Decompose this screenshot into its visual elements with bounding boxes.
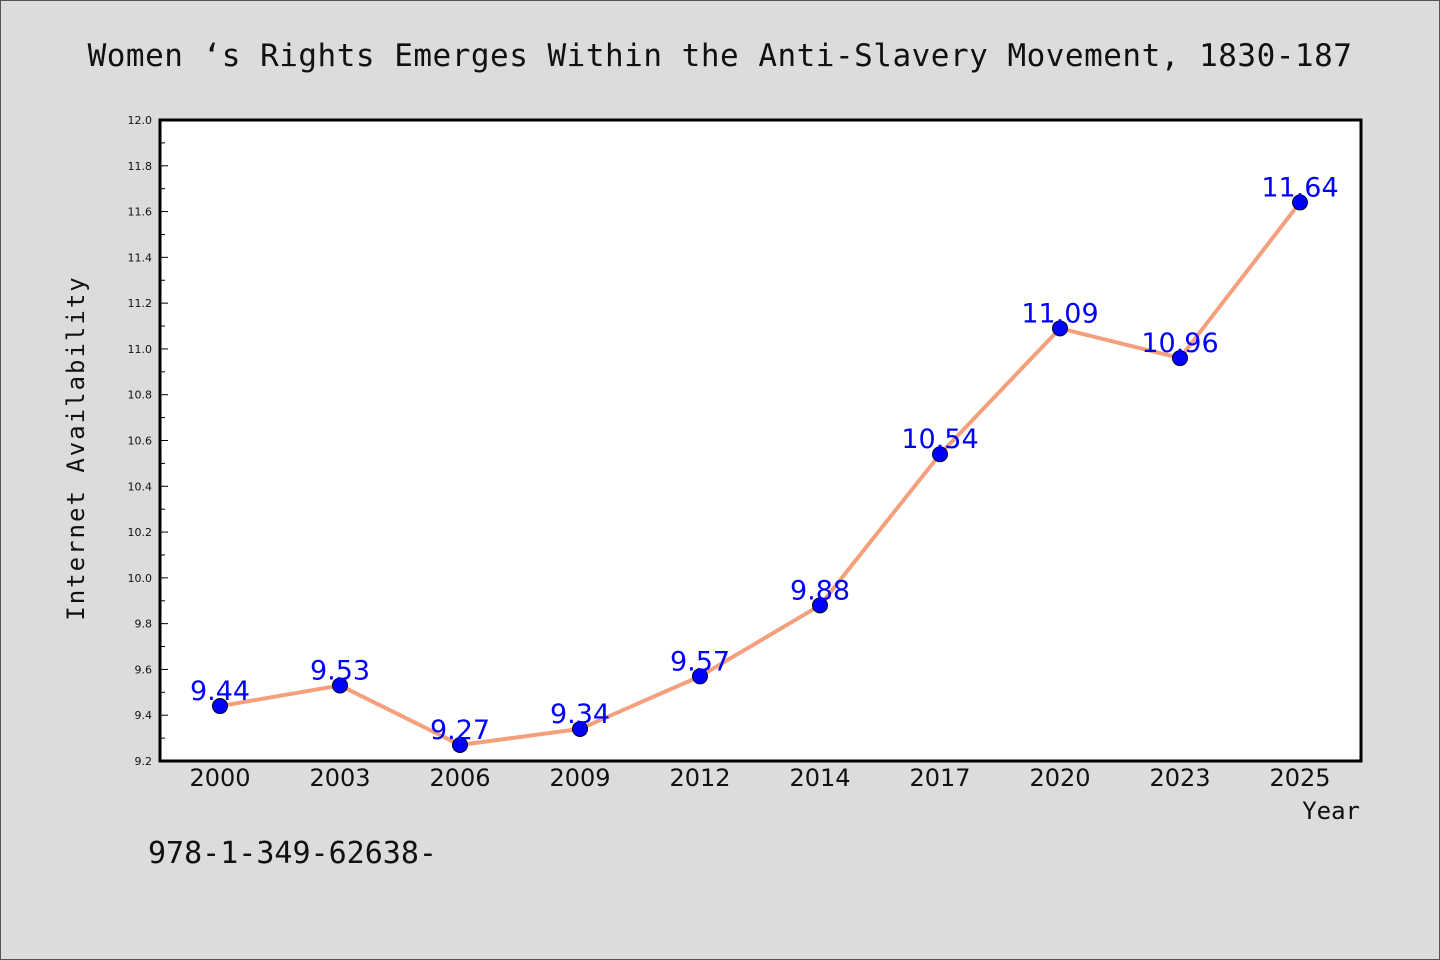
series-markers <box>212 194 1308 753</box>
isbn-footnote: 978-1-349-62638- <box>148 836 437 871</box>
data-label: 11.09 <box>1021 298 1098 329</box>
data-label: 9.27 <box>430 715 490 746</box>
data-labels: 9.44 9.53 9.27 9.34 9.57 9.88 10.54 11.09 10.96 1… <box>190 172 1339 746</box>
data-label: 9.44 <box>190 676 250 707</box>
y-tick-label: 9.2 <box>135 755 153 768</box>
x-tick-label: 2012 <box>669 764 730 792</box>
y-tick-label: 11.0 <box>128 343 153 356</box>
data-point <box>212 698 228 715</box>
y-tick-label: 11.6 <box>128 206 153 219</box>
y-tick-label: 9.8 <box>135 618 153 631</box>
y-tick-label: 12.0 <box>128 114 153 127</box>
plot-area <box>158 118 1363 763</box>
data-point <box>1172 350 1188 367</box>
data-label: 11.64 <box>1261 172 1338 203</box>
series-path <box>219 201 1302 747</box>
data-point <box>1292 194 1308 211</box>
x-axis: 2000 2003 2006 2009 2012 2014 2017 2020 2023 2025 <box>189 764 1330 792</box>
data-point <box>932 446 948 463</box>
y-tick-label: 11.2 <box>128 297 153 310</box>
chart-title: Women ‘s Rights Emerges Within the Anti-… <box>87 38 1353 74</box>
x-tick-label: 2000 <box>189 764 250 792</box>
data-point <box>812 597 828 614</box>
data-label: 9.53 <box>310 655 370 686</box>
y-tick-label: 10.6 <box>128 435 153 448</box>
data-label: 10.54 <box>901 424 978 455</box>
x-tick-label: 2020 <box>1029 764 1090 792</box>
data-point <box>692 668 708 685</box>
y-tick-label: 9.4 <box>135 709 153 722</box>
x-tick-label: 2009 <box>549 764 610 792</box>
y-tick-label: 10.4 <box>128 480 153 493</box>
y-tick-label: 11.4 <box>128 251 153 264</box>
data-label: 9.34 <box>550 699 610 730</box>
y-tick-label: 10.8 <box>128 389 153 402</box>
x-tick-label: 2017 <box>909 764 970 792</box>
data-label: 9.88 <box>790 575 850 606</box>
data-point <box>572 720 588 737</box>
data-point <box>452 736 468 753</box>
y-axis: 9.2 9.4 9.6 9.8 10.0 10.2 10.4 10.6 10.8 11.0 11.2… <box>128 114 168 768</box>
y-tick-label: 9.6 <box>135 663 153 676</box>
y-tick-label: 10.0 <box>128 572 153 585</box>
data-point <box>332 677 348 694</box>
x-tick-label: 2003 <box>309 764 370 792</box>
data-point <box>1052 320 1068 337</box>
x-axis-label: Year <box>1302 797 1360 825</box>
x-tick-label: 2023 <box>1149 764 1210 792</box>
y-tick-label: 11.8 <box>128 160 153 173</box>
y-tick-label: 10.2 <box>128 526 153 539</box>
x-tick-label: 2006 <box>429 764 490 792</box>
x-tick-label: 2014 <box>789 764 850 792</box>
x-tick-label: 2025 <box>1269 764 1330 792</box>
data-label: 10.96 <box>1141 328 1218 359</box>
series-line <box>219 201 1302 747</box>
data-label: 9.57 <box>670 646 730 677</box>
